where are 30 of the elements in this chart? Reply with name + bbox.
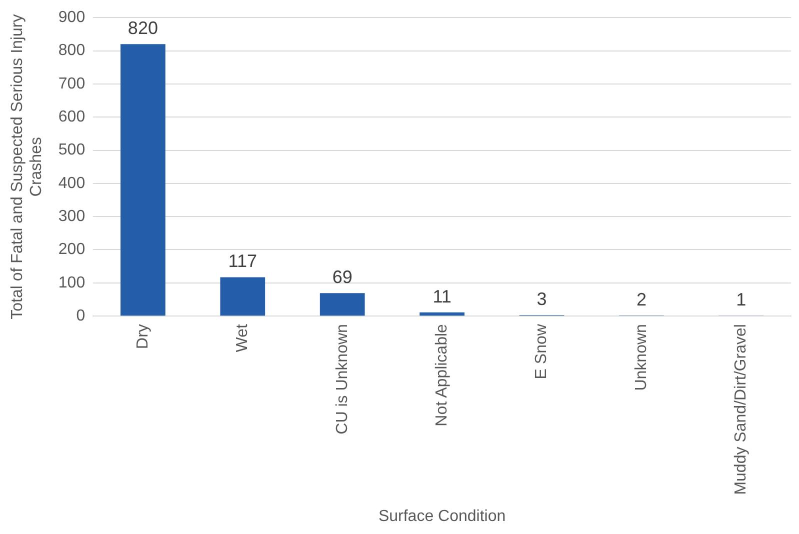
y-tick-label: 200 <box>58 241 86 258</box>
data-label: 117 <box>228 251 257 272</box>
x-axis-title: Surface Condition <box>378 508 506 525</box>
x-tick-label: Wet <box>234 324 252 352</box>
bar <box>320 293 365 316</box>
bar <box>220 277 266 316</box>
y-tick-label: 600 <box>58 108 86 126</box>
bar <box>420 312 464 316</box>
y-axis-title: Total of Fatal and Suspected Serious Injury Crashes <box>9 14 46 320</box>
x-tick-label: E Snow <box>533 324 550 380</box>
y-tick-label: 400 <box>58 174 86 192</box>
data-label: 11 <box>432 286 452 306</box>
y-tick-label: 0 <box>76 307 86 324</box>
y-tick-label: 800 <box>58 42 86 60</box>
x-tick-label: CU is Unknown <box>334 324 351 434</box>
data-label: 820 <box>128 18 158 38</box>
data-label: 3 <box>536 289 547 310</box>
y-tick-label: 500 <box>58 142 86 159</box>
y-tick-label: 300 <box>58 208 86 225</box>
y-tick-label: 900 <box>58 9 86 26</box>
bar <box>120 44 166 316</box>
x-tick-label: Muddy Sand/Dirt/Gravel <box>732 324 750 495</box>
x-tick-label: Not Applicable <box>433 324 450 426</box>
x-tick-label: Dry <box>134 324 152 349</box>
x-tick-label: Unknown <box>632 324 650 391</box>
data-label: 2 <box>636 289 646 310</box>
data-label: 69 <box>332 267 352 288</box>
data-label: 1 <box>736 290 746 310</box>
y-tick-label: 700 <box>58 75 86 92</box>
y-tick-label: 100 <box>58 274 86 292</box>
